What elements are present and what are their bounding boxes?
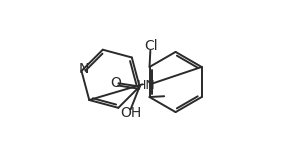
Text: Cl: Cl (144, 39, 157, 53)
Text: O: O (110, 76, 121, 90)
Text: OH: OH (120, 106, 142, 120)
Text: N: N (79, 62, 89, 76)
Text: HN: HN (137, 79, 156, 92)
